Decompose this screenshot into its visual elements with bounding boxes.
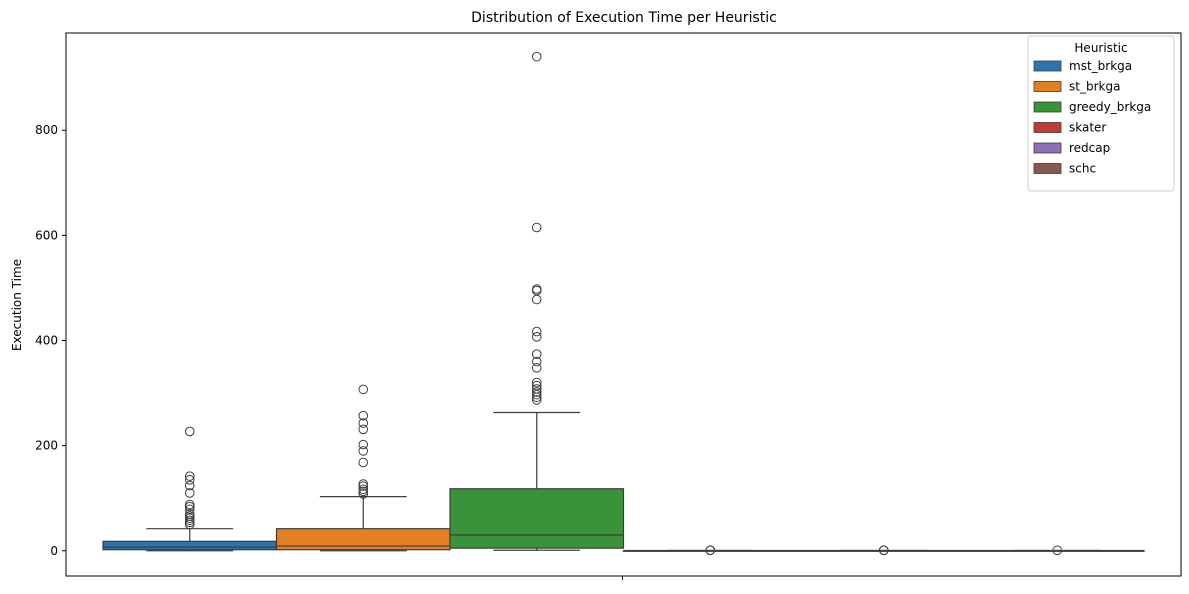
y-tick-label: 200 xyxy=(35,439,58,453)
legend-swatch xyxy=(1033,122,1062,133)
plot-area: 0 200 400 600 800 xyxy=(35,51,1145,580)
chart-title: Distribution of Execution Time per Heuri… xyxy=(471,10,777,26)
box-skater xyxy=(622,545,798,556)
outlier-point xyxy=(531,377,542,388)
outlier-point xyxy=(531,387,542,397)
outlier-point xyxy=(531,326,542,337)
outlier-point xyxy=(531,294,542,305)
outlier-point xyxy=(184,475,195,485)
legend-label: redcap xyxy=(1069,141,1110,155)
legend-swatch xyxy=(1033,60,1062,72)
plot-frame xyxy=(65,32,1182,577)
box-st_brkga xyxy=(275,384,451,552)
outlier-point xyxy=(878,545,889,556)
legend-label: skater xyxy=(1069,121,1106,135)
legend-frame xyxy=(1027,35,1175,192)
legend-label: schc xyxy=(1069,162,1096,176)
legend-swatch xyxy=(1033,142,1062,154)
legend-swatch xyxy=(1033,163,1062,174)
outlier-point xyxy=(184,488,195,498)
outlier-point xyxy=(358,439,369,450)
outlier-point xyxy=(358,457,369,468)
legend-label: greedy_brkga xyxy=(1069,100,1151,114)
outlier-point xyxy=(358,446,369,456)
outlier-point xyxy=(184,501,195,512)
y-tick-label: 600 xyxy=(35,228,58,242)
outlier-point xyxy=(531,395,542,405)
outlier-point xyxy=(705,545,716,556)
outlier-point xyxy=(358,424,369,435)
outlier-point xyxy=(531,392,542,403)
outlier-point xyxy=(358,481,369,491)
outlier-point xyxy=(358,489,369,499)
outlier-point xyxy=(531,389,542,400)
legend-swatch xyxy=(1033,81,1062,92)
outlier-point xyxy=(358,384,369,395)
box-schc xyxy=(969,545,1145,556)
outlier-point xyxy=(531,356,542,367)
legend-swatch xyxy=(1033,101,1062,113)
y-tick-label: 400 xyxy=(35,334,58,348)
outlier-point xyxy=(184,471,195,481)
y-axis-label: Execution Time xyxy=(10,259,24,351)
legend-label: st_brkga xyxy=(1069,80,1120,94)
outlier-point xyxy=(184,519,195,530)
box-greedy_brkga xyxy=(449,51,625,551)
outlier-point xyxy=(358,418,369,428)
outlier-point xyxy=(358,486,369,497)
box-iqr xyxy=(449,488,625,549)
box-iqr xyxy=(102,540,278,551)
y-tick-label: 800 xyxy=(35,123,58,137)
outlier-point xyxy=(531,332,542,342)
legend-title: Heuristic xyxy=(1074,41,1127,55)
outlier-point xyxy=(358,410,369,421)
outlier-point xyxy=(184,426,195,437)
box-redcap xyxy=(796,545,972,556)
outlier-point xyxy=(184,480,195,491)
outlier-point xyxy=(531,349,542,359)
legend-label: mst_brkga xyxy=(1069,59,1132,73)
legend: Heuristic mst_brkga st_brkga greedy_brkgas… xyxy=(1027,35,1175,192)
outlier-point xyxy=(1052,545,1063,556)
outlier-point xyxy=(531,363,542,373)
outlier-point xyxy=(531,51,542,62)
box-mst_brkga xyxy=(102,426,278,552)
outlier-point xyxy=(531,222,542,233)
y-tick-label: 0 xyxy=(50,544,58,558)
